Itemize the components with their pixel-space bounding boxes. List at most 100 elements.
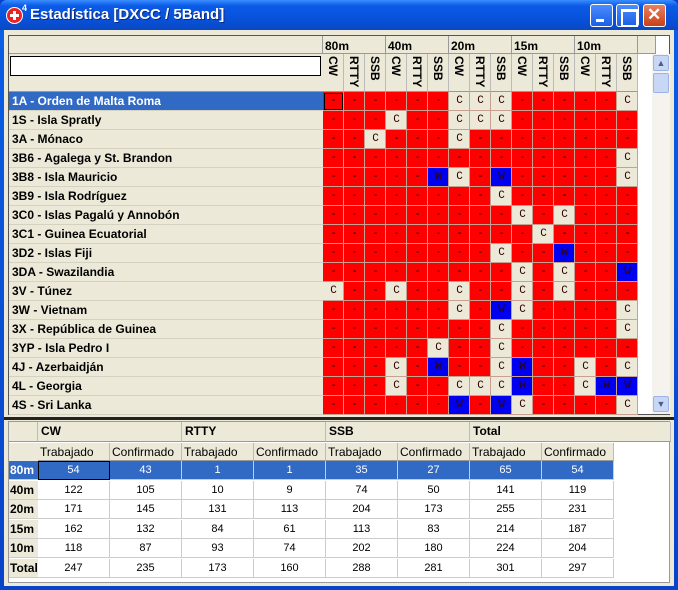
status-cell-not-worked[interactable] (596, 358, 617, 377)
summary-cell[interactable]: 83 (398, 519, 470, 539)
status-cell-not-worked[interactable] (428, 301, 449, 320)
status-cell-not-worked[interactable] (323, 396, 344, 415)
summary-cell[interactable]: 301 (470, 559, 542, 578)
status-cell-not-worked[interactable] (617, 282, 638, 301)
summary-cell[interactable]: 35 (326, 461, 398, 480)
status-cell-not-worked[interactable] (323, 225, 344, 244)
status-cell-not-worked[interactable] (428, 149, 449, 168)
mode-header-cw[interactable]: CW (323, 54, 344, 92)
status-cell-confirmed[interactable] (491, 358, 512, 377)
status-cell-not-worked[interactable] (575, 339, 596, 358)
status-cell-not-worked[interactable] (428, 111, 449, 130)
status-cell-not-worked[interactable] (575, 244, 596, 263)
status-cell-not-worked[interactable] (344, 149, 365, 168)
status-cell-not-worked[interactable] (365, 111, 386, 130)
status-cell-confirmed[interactable] (554, 206, 575, 225)
summary-cell[interactable]: 10 (182, 480, 254, 500)
status-cell-confirmed[interactable] (491, 92, 512, 111)
status-cell-not-worked[interactable] (365, 206, 386, 225)
status-cell-confirmed[interactable] (575, 358, 596, 377)
summary-cell[interactable]: 61 (254, 519, 326, 539)
status-cell-not-worked[interactable] (575, 263, 596, 282)
status-cell-not-worked[interactable] (470, 301, 491, 320)
status-cell-confirmed[interactable] (323, 282, 344, 301)
entity-row-label[interactable]: 3B9 - Isla Rodríguez (9, 187, 323, 206)
status-cell-not-worked[interactable] (575, 396, 596, 415)
status-cell-not-worked[interactable] (596, 206, 617, 225)
status-cell-not-worked[interactable] (407, 282, 428, 301)
summary-cell[interactable]: 93 (182, 539, 254, 559)
summary-cell[interactable]: 204 (326, 500, 398, 520)
summary-cell[interactable]: 231 (542, 500, 614, 520)
status-cell-not-worked[interactable] (344, 339, 365, 358)
summary-cell[interactable]: 54 (38, 461, 110, 480)
status-cell-confirmed[interactable] (617, 168, 638, 187)
minimize-button[interactable] (590, 4, 613, 27)
status-cell-not-worked[interactable] (323, 92, 344, 111)
mode-header-rtty[interactable]: RTTY (470, 54, 491, 92)
status-cell-not-worked[interactable] (386, 301, 407, 320)
summary-cell[interactable]: 122 (38, 480, 110, 500)
status-cell-not-worked[interactable] (428, 396, 449, 415)
summary-cell[interactable]: 65 (470, 461, 542, 480)
status-cell-not-worked[interactable] (344, 206, 365, 225)
status-cell-not-worked[interactable] (533, 244, 554, 263)
status-cell-not-worked[interactable] (407, 187, 428, 206)
status-cell-not-worked[interactable] (533, 92, 554, 111)
status-cell-not-worked[interactable] (344, 111, 365, 130)
status-cell-not-worked[interactable] (512, 320, 533, 339)
status-cell-not-worked[interactable] (407, 263, 428, 282)
status-cell-not-worked[interactable] (407, 301, 428, 320)
status-cell-not-worked[interactable] (344, 168, 365, 187)
summary-cell[interactable]: 160 (254, 559, 326, 578)
status-cell-confirmed[interactable] (617, 320, 638, 339)
status-cell-not-worked[interactable] (596, 111, 617, 130)
status-cell-confirmed[interactable] (491, 320, 512, 339)
status-cell-not-worked[interactable] (533, 111, 554, 130)
status-cell-not-worked[interactable] (470, 282, 491, 301)
status-cell-not-worked[interactable] (428, 187, 449, 206)
status-cell-not-worked[interactable] (365, 301, 386, 320)
status-cell-not-worked[interactable] (533, 358, 554, 377)
mode-header-cw[interactable]: CW (512, 54, 533, 92)
status-cell-not-worked[interactable] (575, 282, 596, 301)
mode-header-ssb[interactable]: SSB (617, 54, 638, 92)
status-cell-not-worked[interactable] (386, 320, 407, 339)
summary-cell[interactable]: 173 (182, 559, 254, 578)
status-cell-not-worked[interactable] (575, 130, 596, 149)
status-cell-confirmed[interactable] (554, 282, 575, 301)
entity-row-label[interactable]: 4L - Georgia (9, 377, 323, 396)
status-cell-not-worked[interactable] (386, 225, 407, 244)
status-cell-not-worked[interactable] (344, 396, 365, 415)
status-cell-not-worked[interactable] (533, 396, 554, 415)
entity-row-label[interactable]: 3B6 - Agalega y St. Brandon (9, 149, 323, 168)
status-cell-worked[interactable] (491, 168, 512, 187)
status-cell-not-worked[interactable] (533, 149, 554, 168)
status-cell-worked[interactable] (554, 244, 575, 263)
status-cell-not-worked[interactable] (323, 339, 344, 358)
scroll-thumb[interactable] (653, 73, 669, 93)
status-cell-not-worked[interactable] (596, 187, 617, 206)
status-cell-not-worked[interactable] (323, 320, 344, 339)
maximize-button[interactable] (616, 4, 639, 27)
status-cell-not-worked[interactable] (596, 244, 617, 263)
summary-cell[interactable]: 87 (110, 539, 182, 559)
entity-row-label[interactable]: 3A - Mónaco (9, 130, 323, 149)
status-cell-not-worked[interactable] (449, 339, 470, 358)
status-cell-not-worked[interactable] (554, 320, 575, 339)
summary-row-total[interactable]: Total (9, 559, 38, 578)
status-cell-worked[interactable] (491, 396, 512, 415)
status-cell-not-worked[interactable] (575, 149, 596, 168)
status-cell-confirmed[interactable] (512, 301, 533, 320)
status-cell-not-worked[interactable] (596, 168, 617, 187)
status-cell-worked[interactable] (512, 358, 533, 377)
subheader-confirmado[interactable]: Confirmado (110, 443, 182, 461)
status-cell-not-worked[interactable] (470, 396, 491, 415)
status-cell-not-worked[interactable] (386, 263, 407, 282)
status-cell-not-worked[interactable] (617, 339, 638, 358)
summary-cell[interactable]: 202 (326, 539, 398, 559)
status-cell-not-worked[interactable] (449, 320, 470, 339)
status-cell-not-worked[interactable] (344, 282, 365, 301)
summary-cell[interactable]: 113 (326, 519, 398, 539)
status-cell-not-worked[interactable] (554, 301, 575, 320)
